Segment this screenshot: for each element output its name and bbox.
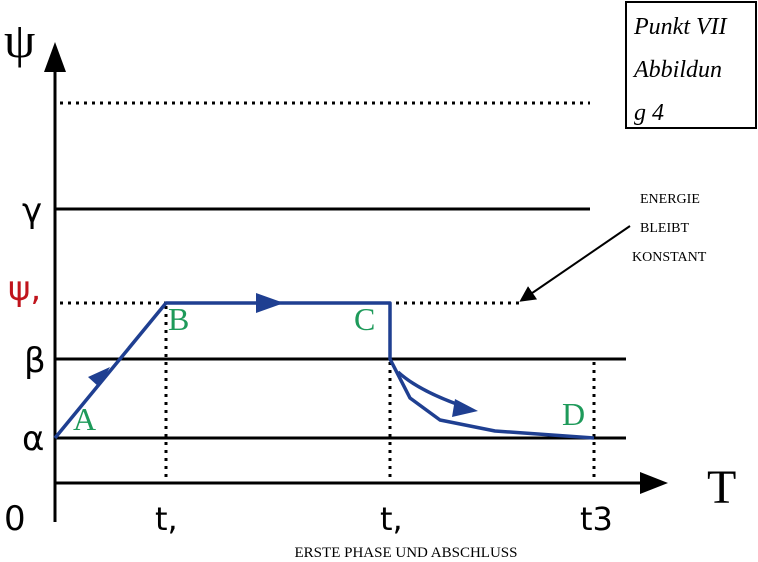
direction-arrow-cd <box>452 399 478 417</box>
caption: ERSTE PHASE UND ABSCHLUSS <box>295 545 518 561</box>
annotation-line-1: ENERGIE <box>640 192 700 207</box>
level-label-alpha: α <box>22 419 44 459</box>
point-label-d: D <box>562 396 585 432</box>
origin-label: 0 <box>4 499 26 539</box>
point-label-a: A <box>73 401 96 437</box>
annotation-line-2: BLEIBT <box>640 221 689 236</box>
point-label-c: C <box>354 301 375 337</box>
level-label-psi: ψ, <box>8 269 41 309</box>
level-label-gamma: γ <box>22 191 42 231</box>
y-axis-arrowhead <box>44 42 66 72</box>
process-path <box>53 301 595 440</box>
direction-arrow-ab <box>88 367 110 387</box>
x-tick-t2: t, <box>380 500 403 538</box>
x-tick-t3: t3 <box>580 500 613 538</box>
title-line-2: Abbildun <box>632 57 722 83</box>
annotation-line-3: KONSTANT <box>632 250 707 265</box>
title-line-1: Punkt VII <box>633 14 728 40</box>
x-tick-t1: t, <box>155 500 178 538</box>
annotation-arrow <box>519 225 631 302</box>
point-label-b: B <box>168 301 189 337</box>
x-axis-arrowhead <box>640 472 668 494</box>
x-axis-label: T <box>707 461 736 514</box>
title-line-3: g 4 <box>634 100 664 126</box>
y-axis-label: ψ <box>4 12 35 68</box>
level-label-beta: β <box>24 341 46 381</box>
direction-arrow-bc <box>256 293 284 313</box>
title-box <box>625 1 757 129</box>
